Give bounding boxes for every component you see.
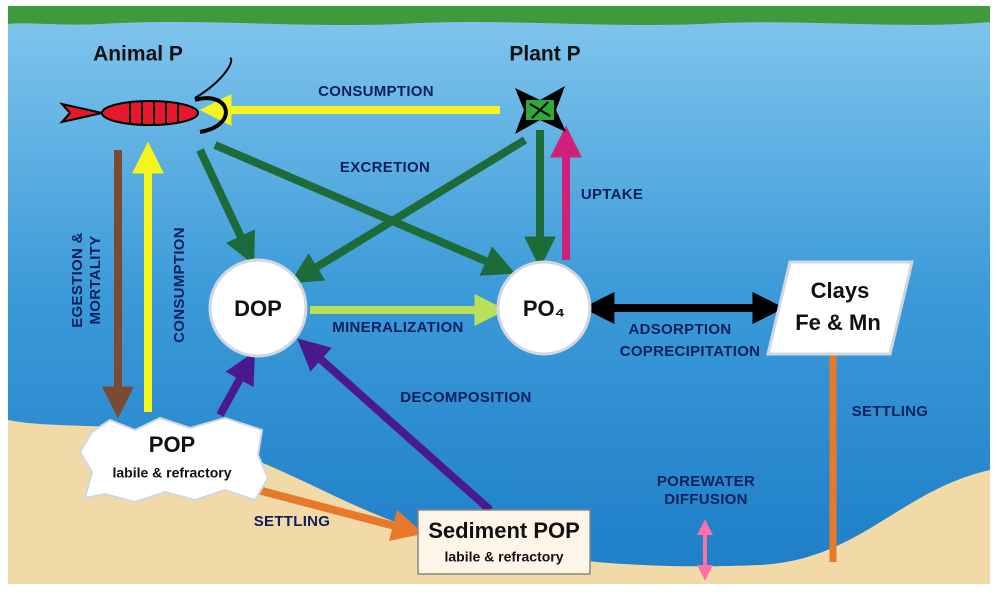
node-label: DOP bbox=[234, 296, 282, 321]
process-label: UPTAKE bbox=[581, 186, 643, 203]
process-label: POREWATER bbox=[657, 473, 755, 490]
node-label: Plant P bbox=[509, 43, 580, 66]
process-label: EXCRETION bbox=[340, 159, 430, 176]
node-label: PO₄ bbox=[523, 296, 565, 321]
process-label: DECOMPOSITION bbox=[400, 389, 531, 406]
process-label: MORTALITY bbox=[87, 235, 104, 324]
node-cloud bbox=[80, 418, 268, 502]
process-label: CONSUMPTION bbox=[318, 83, 434, 100]
process-label: COPRECIPITATION bbox=[620, 343, 761, 360]
node-label: Sediment POP bbox=[428, 518, 580, 543]
process-label: CONSUMPTION bbox=[171, 227, 188, 343]
process-label: ADSORPTION bbox=[628, 321, 731, 338]
node-sublabel: labile & refractory bbox=[112, 465, 231, 481]
node-label: Clays bbox=[811, 278, 870, 303]
process-label: SETTLING bbox=[254, 513, 331, 530]
node-sublabel: labile & refractory bbox=[444, 549, 563, 565]
process-label: EGESTION & bbox=[69, 232, 86, 328]
process-label: MINERALIZATION bbox=[332, 319, 463, 336]
process-label: SETTLING bbox=[852, 403, 929, 420]
node-sublabel: Fe & Mn bbox=[795, 310, 881, 335]
process-label: DIFFUSION bbox=[664, 491, 748, 508]
node-label: POP bbox=[149, 432, 195, 457]
node-label: Animal P bbox=[93, 43, 183, 66]
diagram: Animal P Plant P DOP PO₄ Clays Fe & Mn P… bbox=[0, 0, 997, 590]
node-box bbox=[768, 262, 912, 354]
